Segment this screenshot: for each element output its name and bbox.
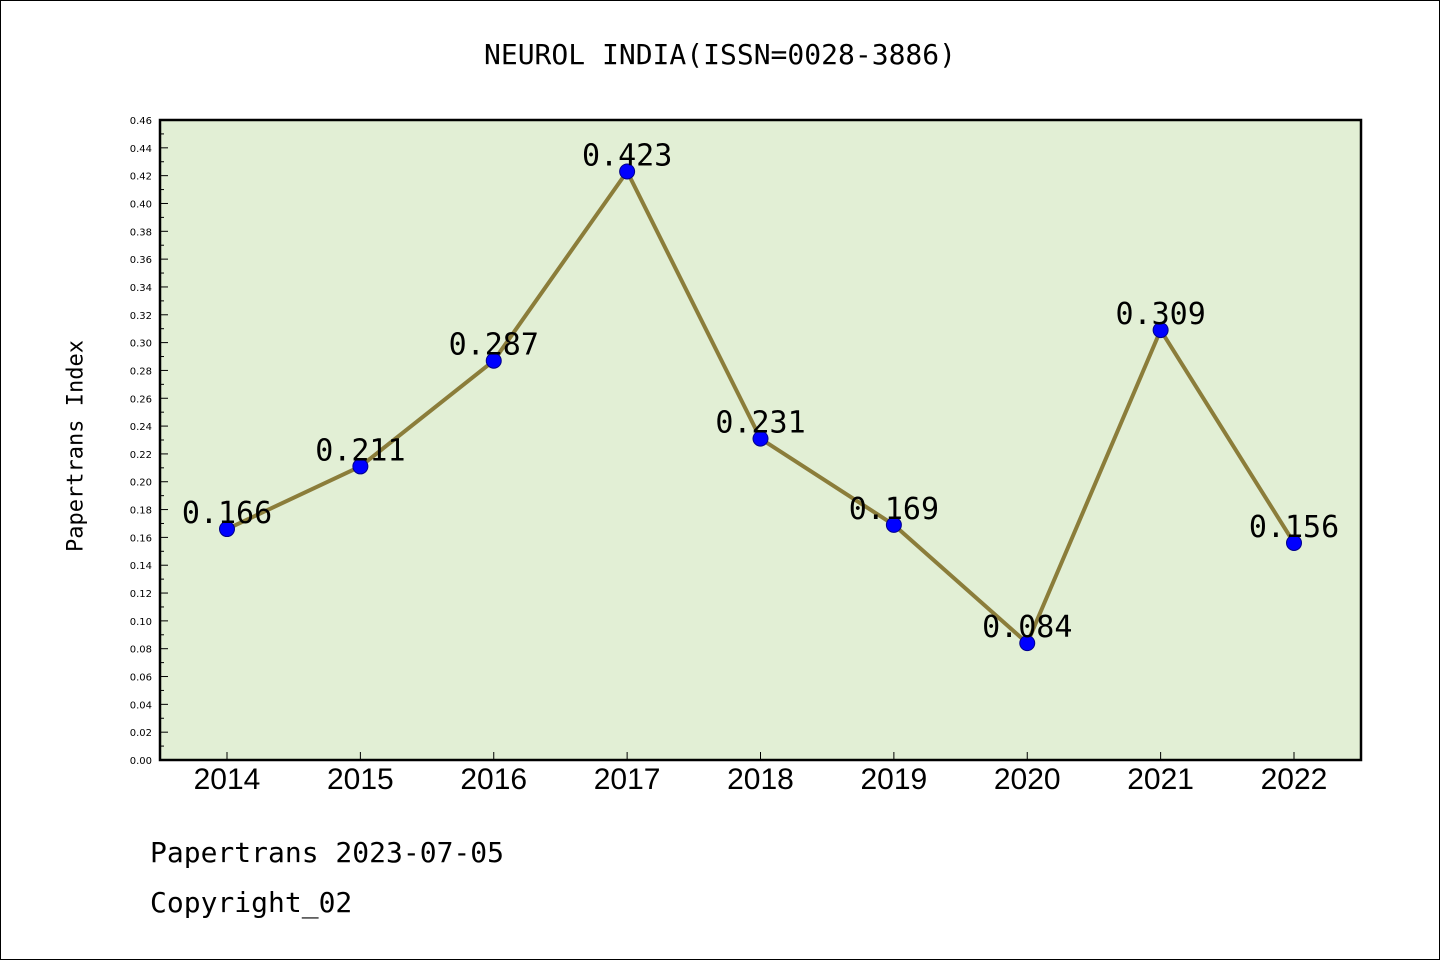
y-tick-label: 0.40 [130, 199, 152, 210]
data-point [485, 352, 502, 369]
x-tick-label: 2016 [460, 763, 527, 796]
data-label: 0.156 [1249, 510, 1339, 545]
footer-date: Papertrans 2023-07-05 [150, 836, 505, 869]
y-tick-label: 0.32 [130, 311, 152, 322]
data-label: 0.166 [182, 496, 272, 531]
x-tick-label: 2014 [194, 763, 261, 796]
y-axis: 0.00 0.02 0.04 0.06 0.08 0.10 0.12 0.14 0.16 0.18… [130, 116, 168, 767]
plot-border [158, 118, 1363, 762]
y-tick-label: 0.18 [130, 506, 152, 517]
data-point [1019, 635, 1036, 652]
data-point [1286, 534, 1302, 551]
data-point [752, 430, 769, 447]
data-label: 0.287 [449, 328, 539, 363]
data-point [619, 163, 636, 180]
data-label: 0.169 [849, 492, 939, 527]
data-point [885, 516, 902, 533]
data-label: 0.211 [315, 433, 405, 468]
y-tick-label: 0.06 [130, 673, 152, 684]
y-tick-label: 0.00 [130, 756, 152, 767]
data-label: 0.309 [1115, 297, 1205, 332]
y-tick-label: 0.38 [130, 227, 152, 238]
y-tick-label: 0.26 [130, 394, 152, 405]
x-tick-label: 2019 [861, 763, 928, 796]
y-tick-label: 0.02 [130, 728, 152, 739]
chart-title: NEUROL INDIA(ISSN=0028-3886) [483, 38, 956, 71]
data-label: 0.423 [582, 138, 672, 173]
x-tick-label: 2015 [327, 763, 394, 796]
y-tick-label: 0.16 [130, 533, 152, 544]
y-tick-label: 0.30 [130, 339, 152, 350]
y-tick-label: 0.44 [130, 144, 152, 155]
data-point [219, 521, 235, 538]
y-tick-label: 0.28 [130, 366, 152, 377]
data-point [352, 458, 369, 475]
x-tick-label: 2022 [1261, 763, 1328, 796]
y-tick-label: 0.20 [130, 478, 152, 489]
x-tick-label: 2021 [1127, 763, 1194, 796]
series-group: 0.166 0.211 0.287 0.423 0.231 0.169 0.084 0.309… [182, 138, 1339, 652]
x-tick-label: 2020 [994, 763, 1061, 796]
x-tick-label: 2018 [727, 763, 794, 796]
data-point [1152, 322, 1169, 339]
y-tick-label: 0.42 [130, 172, 152, 183]
y-tick-label: 0.36 [130, 255, 152, 266]
y-tick-label: 0.10 [130, 617, 152, 628]
x-axis: 2014 2015 2016 2017 2018 2019 2020 2021 2022 [194, 752, 1328, 796]
y-tick-label: 0.24 [130, 422, 152, 433]
y-tick-label: 0.08 [130, 645, 152, 656]
x-tick-label: 2017 [594, 763, 661, 796]
data-label: 0.231 [715, 406, 805, 441]
y-tick-label: 0.04 [130, 700, 152, 711]
y-tick-label: 0.14 [130, 561, 152, 572]
y-tick-label: 0.22 [130, 450, 152, 461]
data-label: 0.084 [982, 610, 1072, 645]
footer-copyright: Copyright_02 [150, 886, 353, 919]
y-tick-label: 0.46 [130, 116, 152, 127]
y-tick-label: 0.12 [130, 589, 152, 600]
y-tick-label: 0.34 [130, 283, 152, 294]
